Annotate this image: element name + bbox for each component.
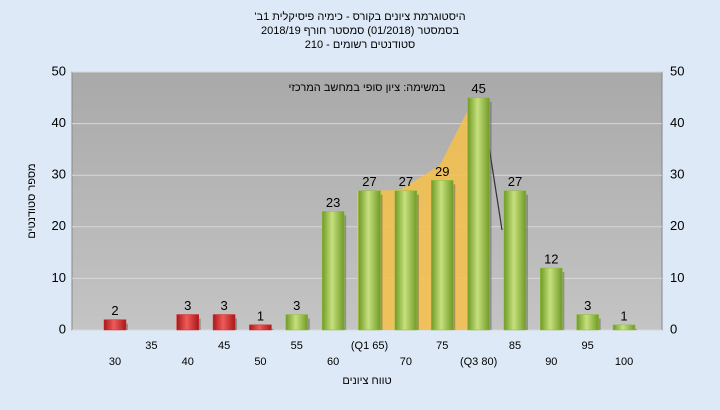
value-label: 45 [471,81,485,96]
y-tick-label: 0 [59,321,66,336]
value-label: 3 [293,298,300,313]
value-label: 12 [544,252,558,267]
y-tick-label: 20 [52,218,66,233]
x-tick-label: 100 [615,356,633,368]
y-tick-label: 40 [52,115,66,130]
y-tick-label: 30 [52,167,66,182]
x-tick-label: 95 [582,340,594,352]
x-tick-label: 35 [145,340,157,352]
x-tick-label: 45 [218,340,230,352]
value-label: 3 [220,298,227,313]
decoration-line [487,139,503,231]
value-label: 29 [435,164,449,179]
x-tick-label: 40 [182,356,194,368]
annotation: במשימה: ציון סופי במחשב המרכזי [289,82,446,94]
value-label: 27 [508,174,522,189]
bar [503,190,527,331]
y-tick-label: 10 [52,270,66,285]
x-tick-label: 55 [291,340,303,352]
bar [612,324,636,331]
y2-tick-label: 10 [670,270,684,285]
chart-title: היסטוגרמת ציונים בקורס - כימיה פיסיקלית … [254,10,465,23]
bar [176,314,199,331]
bar [321,211,345,331]
value-label: 3 [584,298,591,313]
bar [358,190,381,331]
x-tick-label: 75 [436,340,448,352]
y2-tick-label: 20 [670,218,684,233]
y2-tick-label: 50 [670,63,684,78]
x-tick-label: (Q1 65) [351,340,388,352]
value-label: 1 [257,308,264,323]
bar [285,314,309,331]
bar [249,324,272,331]
x-tick-label: 30 [109,356,121,368]
x-tick-label: 85 [509,340,521,352]
bar [394,190,418,331]
x-tick-label: 60 [327,356,339,368]
value-label: 2 [111,303,118,318]
x-axis-label: טווח ציונים [342,375,391,387]
y-tick-label: 50 [52,63,66,78]
subtitle: סטודנטים רשומים - 210 [305,39,416,51]
x-tick-label: 90 [545,356,557,368]
bar [212,314,236,331]
x-tick-label: (Q3 80) [460,356,497,368]
bar [467,97,490,331]
bar [576,314,599,331]
bar [540,267,563,331]
bar [103,319,127,331]
y2-tick-label: 30 [670,167,684,182]
value-label: 1 [620,308,627,323]
y2-tick-label: 40 [670,115,684,130]
subtitle: בסמסטר (01/2018) סמסטר חורף 2018/19 [261,25,459,37]
value-label: 27 [399,174,413,189]
x-tick-label: 50 [254,356,266,368]
value-label: 3 [184,298,191,313]
x-tick-label: 70 [400,356,412,368]
bar [430,180,454,331]
value-label: 23 [326,195,340,210]
y2-tick-label: 0 [670,321,677,336]
y-axis-label: מספר סטודנטים [26,163,38,238]
value-label: 27 [362,174,376,189]
